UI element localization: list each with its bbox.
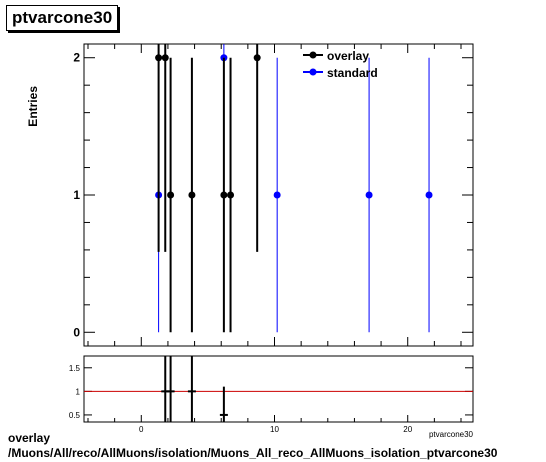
standard-point <box>365 191 373 199</box>
y-tick-label: 1 <box>73 188 80 202</box>
y-axis-label: Entries <box>26 86 40 127</box>
y-tick-label: 0 <box>73 325 80 339</box>
ratio-x-tick-label: 10 <box>270 425 279 434</box>
ratio-y-tick-label: 0.5 <box>69 411 81 420</box>
legend-marker-standard <box>309 68 317 76</box>
y-tick-label: 2 <box>73 51 80 65</box>
legend: overlay standard <box>303 49 378 80</box>
standard-point <box>273 191 281 199</box>
chart-title: ptvarcone30 <box>6 5 119 31</box>
ratio-y-tick-label: 1.5 <box>69 364 81 373</box>
overlay-point <box>155 54 163 62</box>
main-axis-ticks: 0 1 2 <box>73 44 473 346</box>
ratio-x-tick-label: 20 <box>403 425 412 434</box>
main-plot-series <box>155 44 433 333</box>
overlay-point <box>188 191 196 199</box>
footer-path: /Muons/All/reco/AllMuons/isolation/Muons… <box>8 446 498 460</box>
ratio-frame <box>83 355 474 423</box>
overlay-point <box>220 191 228 199</box>
overlay-point <box>167 191 175 199</box>
standard-point <box>425 191 433 199</box>
footer-label: overlay <box>8 431 51 445</box>
ratio-y-tick-label: 1 <box>76 387 81 396</box>
overlay-point <box>253 54 261 62</box>
overlay-point <box>161 54 169 62</box>
x-axis-label: ptvarcone30 <box>429 430 474 439</box>
overlay-point <box>227 191 235 199</box>
legend-label-standard: standard <box>327 66 378 80</box>
ratio-plot-points <box>161 356 228 422</box>
legend-marker-overlay <box>309 51 317 59</box>
legend-label-overlay: overlay <box>327 49 369 63</box>
ratio-x-tick-label: 0 <box>139 425 144 434</box>
